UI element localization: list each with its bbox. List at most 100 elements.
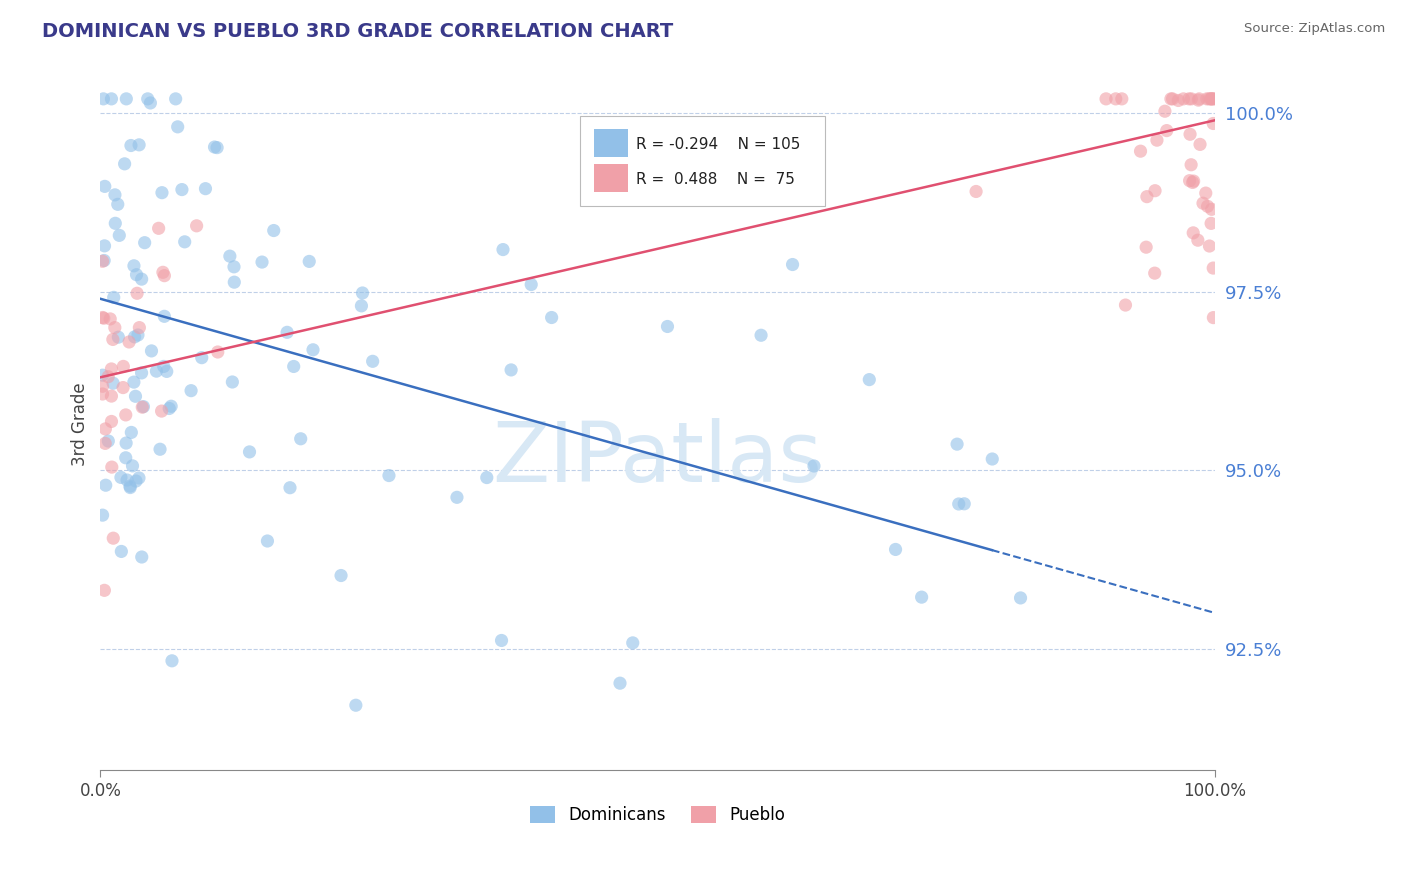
- Point: [1189, 137, 1212, 152]
- Point: [803, 458, 825, 473]
- Point: [238, 445, 260, 459]
- Y-axis label: 3rd Grade: 3rd Grade: [72, 382, 89, 466]
- Point: [204, 140, 226, 154]
- Point: [170, 183, 193, 197]
- Text: R =  0.488    N =  75: R = 0.488 N = 75: [637, 172, 796, 186]
- Point: [131, 366, 153, 380]
- Point: [118, 334, 141, 349]
- Point: [153, 268, 176, 283]
- Point: [128, 471, 150, 485]
- Point: [103, 531, 125, 545]
- Point: [276, 326, 298, 340]
- Point: [107, 330, 129, 344]
- Point: [1178, 174, 1201, 188]
- Point: [91, 310, 114, 325]
- Point: [491, 633, 513, 648]
- Point: [609, 676, 631, 690]
- Point: [121, 458, 143, 473]
- Point: [1182, 226, 1205, 240]
- Point: [104, 216, 127, 230]
- Point: [446, 491, 468, 505]
- Point: [150, 404, 173, 418]
- Point: [782, 258, 804, 272]
- Point: [103, 290, 125, 304]
- Point: [1167, 94, 1189, 108]
- Point: [93, 92, 115, 106]
- Point: [145, 364, 167, 378]
- Legend: Dominicans, Pueblo: Dominicans, Pueblo: [530, 805, 785, 824]
- Point: [361, 354, 384, 368]
- Point: [136, 92, 159, 106]
- Point: [180, 384, 202, 398]
- Point: [166, 120, 188, 134]
- Point: [127, 286, 149, 301]
- Point: [858, 373, 880, 387]
- Point: [1114, 298, 1136, 312]
- Point: [157, 401, 180, 416]
- Point: [165, 92, 187, 106]
- Point: [224, 275, 246, 289]
- Point: [153, 310, 176, 324]
- Point: [194, 181, 217, 195]
- Point: [501, 363, 523, 377]
- Point: [1202, 310, 1225, 325]
- Point: [91, 379, 114, 393]
- Point: [141, 343, 163, 358]
- Point: [352, 285, 374, 300]
- Point: [350, 299, 373, 313]
- Point: [127, 328, 149, 343]
- Point: [1178, 92, 1201, 106]
- Point: [120, 138, 142, 153]
- Point: [302, 343, 325, 357]
- Point: [1181, 176, 1204, 190]
- Point: [112, 359, 135, 374]
- Text: DOMINICAN VS PUEBLO 3RD GRADE CORRELATION CHART: DOMINICAN VS PUEBLO 3RD GRADE CORRELATIO…: [42, 22, 673, 41]
- Point: [148, 221, 170, 235]
- Point: [110, 470, 132, 484]
- Point: [152, 359, 174, 374]
- Point: [108, 228, 131, 243]
- Point: [149, 442, 172, 457]
- Point: [1202, 261, 1225, 276]
- Point: [100, 389, 122, 403]
- Point: [344, 698, 367, 713]
- Point: [250, 255, 273, 269]
- Point: [114, 157, 136, 171]
- Point: [1201, 92, 1223, 106]
- Point: [104, 187, 127, 202]
- Point: [1160, 92, 1182, 106]
- Point: [540, 310, 562, 325]
- Point: [1105, 92, 1128, 106]
- Point: [152, 265, 174, 279]
- Point: [330, 568, 353, 582]
- Point: [160, 399, 183, 413]
- Point: [115, 473, 138, 487]
- Point: [94, 179, 117, 194]
- Point: [91, 508, 114, 523]
- Point: [222, 260, 245, 274]
- Point: [122, 259, 145, 273]
- Point: [221, 375, 243, 389]
- Point: [283, 359, 305, 374]
- Point: [981, 452, 1004, 467]
- Point: [953, 497, 976, 511]
- Point: [520, 277, 543, 292]
- Point: [1197, 199, 1219, 213]
- Point: [1173, 92, 1195, 106]
- Point: [100, 92, 122, 106]
- Point: [1195, 186, 1218, 200]
- Point: [114, 450, 136, 465]
- Text: R = -0.294    N = 105: R = -0.294 N = 105: [637, 137, 801, 153]
- Point: [1202, 92, 1225, 106]
- Point: [91, 387, 114, 401]
- Point: [1187, 93, 1209, 107]
- Point: [131, 400, 153, 414]
- Point: [124, 330, 146, 344]
- Point: [128, 137, 150, 152]
- Point: [1154, 104, 1177, 119]
- Point: [97, 369, 120, 384]
- Point: [1161, 92, 1184, 106]
- Point: [115, 92, 138, 106]
- Point: [120, 425, 142, 440]
- Point: [749, 328, 772, 343]
